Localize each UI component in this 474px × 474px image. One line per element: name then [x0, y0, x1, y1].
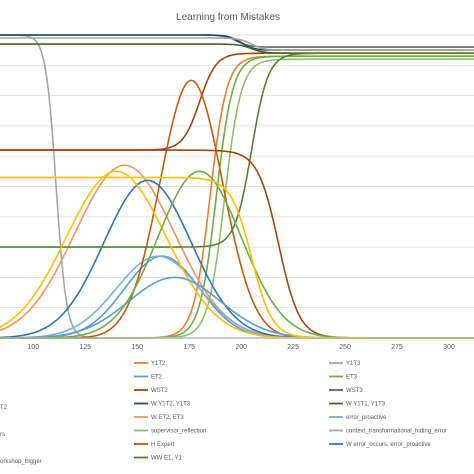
x-tick-label: 125 [79, 344, 91, 351]
legend-label: WST2 [151, 388, 168, 394]
x-tick-label: 200 [235, 344, 247, 351]
x-tick-label: 275 [391, 344, 403, 351]
x-tick-label: 100 [27, 344, 39, 351]
legend-label: Y1T2 [151, 361, 166, 367]
chart-title: Learning from Mistakes [176, 12, 280, 23]
legend-label: W Y1T2, Y1T3 [151, 402, 191, 408]
legend-left-fragment: orkshop_trigger [0, 459, 42, 465]
legend: Y1T2 Y1T3 ET2 ET3 WST2 WST3 W Y1T2, Y1T3 W Y1T1… [134, 361, 447, 462]
legend-left-fragment: T2 [0, 405, 8, 411]
series-line-11 [0, 37, 474, 51]
legend-label: WW E1, Y1 [151, 456, 183, 462]
legend-label: error_proactive [346, 415, 387, 421]
legend-label: ET3 [346, 375, 358, 381]
x-tick-label: 225 [287, 344, 299, 351]
legend-label: WST3 [346, 388, 363, 394]
x-tick-label: 175 [183, 344, 195, 351]
legend-left-fragments: T2 rs orkshop_trigger [0, 405, 42, 465]
x-tick-label: 250 [339, 344, 351, 351]
series-line-14 [0, 52, 474, 248]
legend-label: ET2 [151, 375, 163, 381]
x-tick-label: 300 [443, 344, 455, 351]
legend-label: H Expert [151, 442, 175, 448]
x-tick-label: 150 [131, 344, 143, 351]
x-tick-labels: 100 125 150 175 200 225 250 275 300 [27, 344, 455, 351]
legend-label: Y1T3 [346, 361, 361, 367]
legend-label: W error_occurs, error_proactive [346, 442, 431, 448]
legend-label: W ET2, ET3 [151, 415, 184, 421]
legend-label: W Y1T1, Y1T3 [346, 402, 386, 408]
legend-left-fragment: rs [0, 432, 5, 438]
legend-label: supervisor_reflection [151, 429, 206, 435]
legend-label: context_transformational_hiding_error [346, 429, 447, 435]
